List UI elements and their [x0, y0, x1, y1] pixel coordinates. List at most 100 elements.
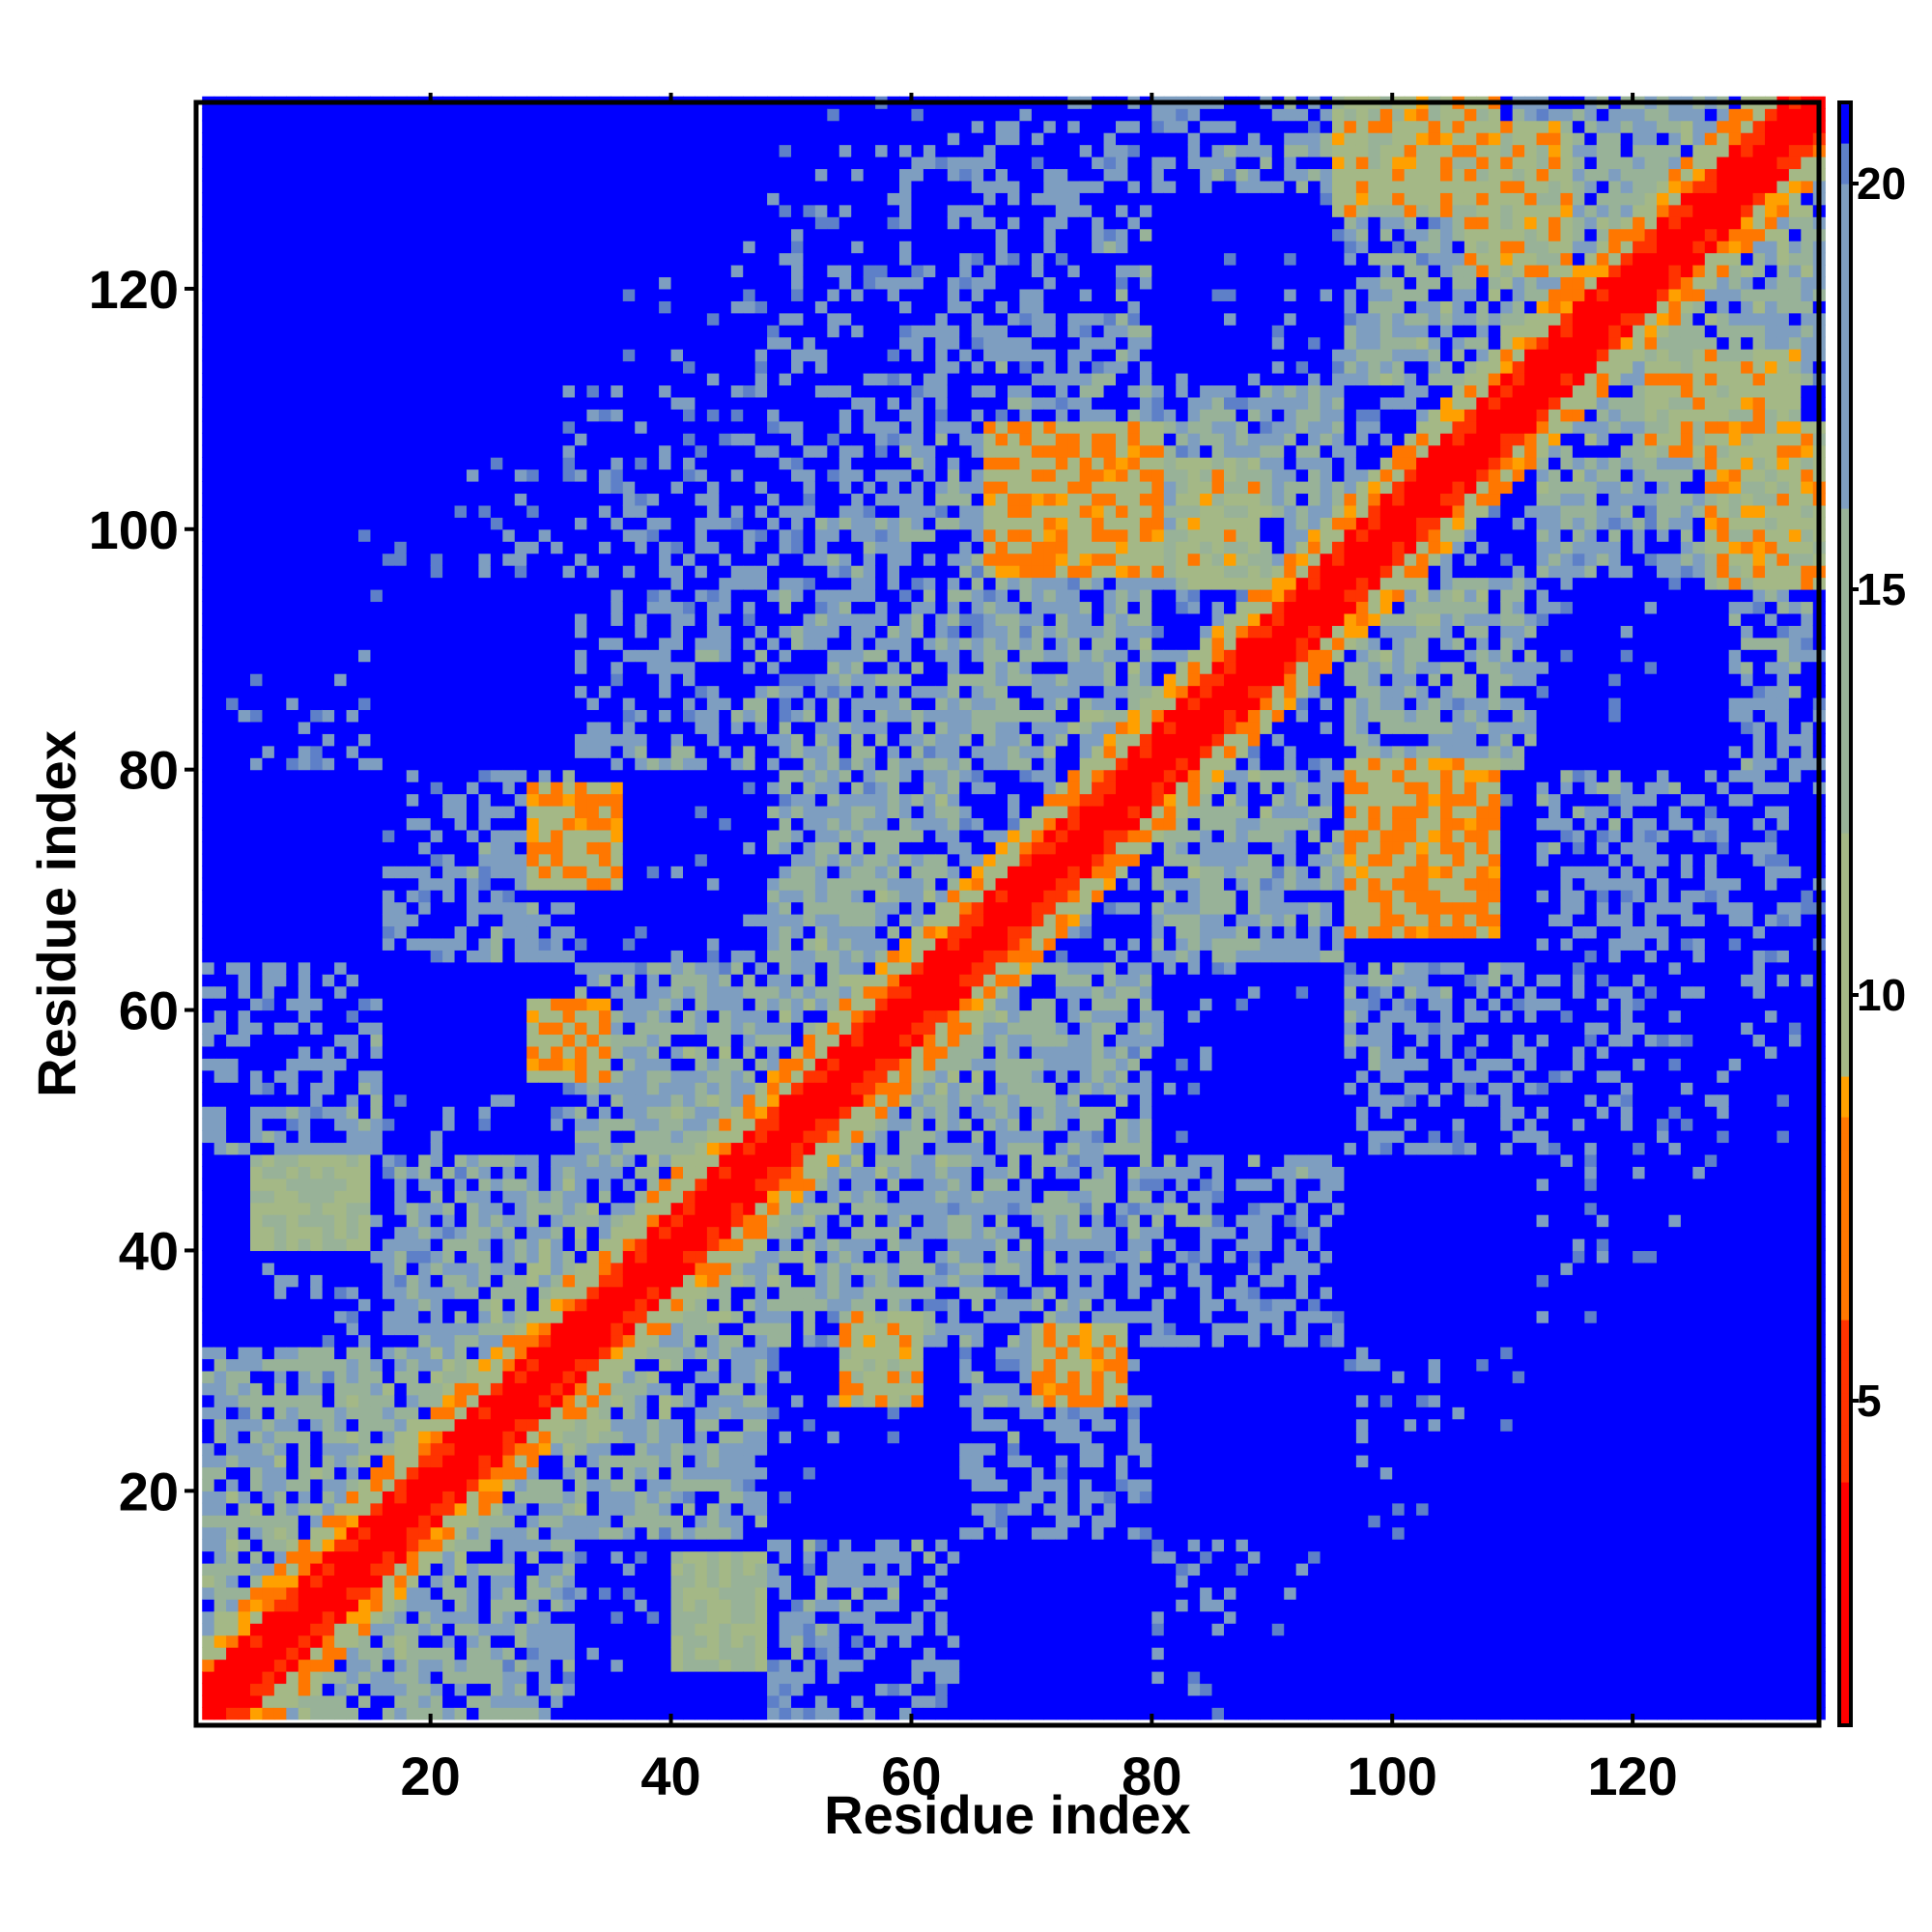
heatmap-cell — [575, 313, 587, 326]
heatmap-cell — [407, 673, 419, 686]
heatmap-cell — [431, 781, 443, 794]
heatmap-cell — [611, 1335, 623, 1348]
heatmap-cell — [226, 746, 239, 758]
heatmap-cell — [502, 276, 515, 289]
heatmap-cell — [467, 1322, 479, 1335]
heatmap-cell — [575, 1466, 587, 1479]
heatmap-cell — [515, 1322, 527, 1335]
heatmap-cell — [239, 1119, 251, 1131]
heatmap-cell — [623, 397, 636, 410]
heatmap-cell — [214, 1154, 227, 1167]
heatmap-cell — [274, 108, 287, 121]
heatmap-cell — [575, 902, 587, 915]
heatmap-cell — [551, 1575, 563, 1587]
heatmap-cell — [286, 638, 298, 650]
heatmap-cell — [586, 733, 599, 746]
heatmap-cell — [431, 1119, 443, 1131]
heatmap-cell — [623, 1635, 636, 1648]
heatmap-cell — [334, 673, 347, 686]
heatmap-cell — [358, 601, 371, 613]
heatmap-cell — [274, 601, 287, 613]
heatmap-cell — [635, 1347, 647, 1359]
heatmap-cell — [586, 1046, 599, 1059]
heatmap-cell — [383, 1179, 395, 1191]
heatmap-cell — [539, 878, 552, 891]
heatmap-cell — [239, 517, 251, 529]
heatmap-cell — [418, 1250, 431, 1263]
heatmap-cell — [478, 156, 491, 169]
heatmap-cell — [347, 1455, 359, 1467]
heatmap-cell — [623, 974, 636, 986]
heatmap-cell — [250, 397, 263, 410]
heatmap-cell — [586, 950, 599, 962]
heatmap-cell — [274, 1707, 287, 1719]
heatmap-cell — [502, 1034, 515, 1046]
heatmap-cell — [623, 1154, 636, 1167]
heatmap-cell — [623, 746, 636, 758]
heatmap-cell — [226, 974, 239, 986]
heatmap-cell — [455, 1214, 468, 1227]
heatmap-cell — [274, 517, 287, 529]
heatmap-cell — [334, 722, 347, 734]
heatmap-cell — [563, 733, 576, 746]
heatmap-cell — [274, 830, 287, 842]
heatmap-cell — [226, 229, 239, 242]
heatmap-cell — [407, 1082, 419, 1094]
heatmap-cell — [442, 806, 455, 818]
heatmap-cell — [418, 1335, 431, 1348]
heatmap-cell — [334, 1034, 347, 1046]
heatmap-cell — [418, 457, 431, 469]
heatmap-cell — [599, 998, 611, 1010]
heatmap-cell — [334, 1419, 347, 1432]
heatmap-cell — [298, 854, 311, 867]
heatmap-cell — [539, 1382, 552, 1395]
heatmap-cell — [442, 1660, 455, 1672]
heatmap-cell — [635, 433, 647, 445]
heatmap-cell — [563, 1587, 576, 1600]
heatmap-cell — [491, 817, 503, 830]
heatmap-cell — [323, 397, 335, 410]
heatmap-cell — [502, 1466, 515, 1479]
heatmap-cell — [551, 1455, 563, 1467]
heatmap-cell — [286, 457, 298, 469]
heatmap-cell — [599, 445, 611, 458]
heatmap-cell — [526, 1214, 539, 1227]
heatmap-cell — [347, 1635, 359, 1648]
heatmap-cell — [491, 1311, 503, 1323]
heatmap-cell — [274, 1683, 287, 1695]
heatmap-cell — [599, 1406, 611, 1419]
heatmap-cell — [370, 781, 383, 794]
heatmap-cell — [563, 1263, 576, 1275]
heatmap-cell — [286, 613, 298, 626]
heatmap-cell — [239, 1274, 251, 1287]
heatmap-cell — [418, 433, 431, 445]
heatmap-cell — [323, 445, 335, 458]
heatmap-cell — [394, 1575, 407, 1587]
heatmap-cell — [623, 529, 636, 542]
heatmap-cell — [394, 1298, 407, 1311]
heatmap-cell — [431, 300, 443, 313]
heatmap-cell — [623, 493, 636, 505]
heatmap-cell — [298, 1311, 311, 1323]
heatmap-cell — [526, 830, 539, 842]
heatmap-cell — [323, 914, 335, 926]
heatmap-cell — [226, 673, 239, 686]
heatmap-cell — [455, 1311, 468, 1323]
heatmap-cell — [310, 697, 323, 710]
heatmap-cell — [226, 1154, 239, 1167]
heatmap-cell — [298, 613, 311, 626]
heatmap-cell — [431, 733, 443, 746]
heatmap-cell — [347, 192, 359, 205]
heatmap-cell — [274, 1599, 287, 1611]
heatmap-cell — [239, 121, 251, 133]
heatmap-cell — [202, 601, 214, 613]
heatmap-cell — [599, 673, 611, 686]
heatmap-cell — [478, 649, 491, 662]
heatmap-cell — [347, 890, 359, 902]
heatmap-cell — [623, 565, 636, 578]
heatmap-cell — [418, 229, 431, 242]
heatmap-cell — [407, 216, 419, 229]
heatmap-cell — [515, 313, 527, 326]
heatmap-cell — [298, 373, 311, 385]
heatmap-cell — [442, 481, 455, 494]
